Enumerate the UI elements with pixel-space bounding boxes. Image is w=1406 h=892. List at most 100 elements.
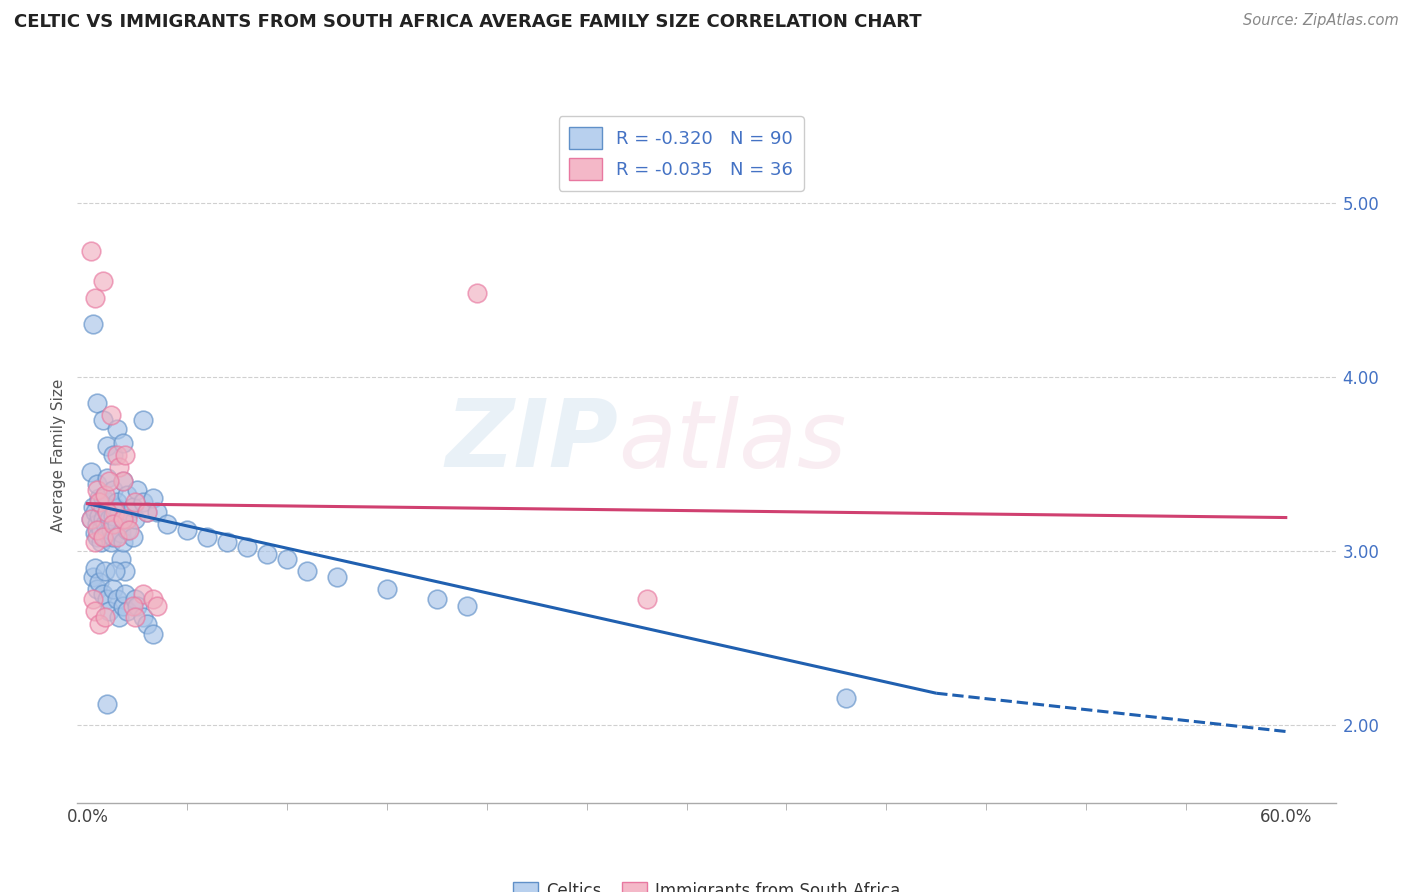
Point [105, 530, 128, 544]
Point [98, 512, 121, 526]
Point [104, 505, 127, 519]
Point [96, 505, 118, 519]
Point [195, 530, 218, 544]
Point [90, 523, 112, 537]
Point [105, 592, 128, 607]
Point [91, 530, 114, 544]
Point [91, 491, 114, 506]
Point [91, 274, 114, 288]
Point [114, 448, 136, 462]
Point [146, 599, 169, 614]
Point [86, 530, 108, 544]
Point [105, 517, 128, 532]
Point [84, 526, 107, 541]
Point [112, 512, 135, 526]
Point [127, 599, 149, 614]
Point [96, 505, 118, 519]
Point [122, 500, 145, 515]
Point [465, 286, 488, 301]
Point [91, 512, 114, 526]
Point [426, 592, 449, 607]
Point [132, 587, 155, 601]
Point [132, 609, 155, 624]
Point [100, 523, 122, 537]
Point [91, 413, 114, 427]
Point [132, 495, 155, 509]
Point [375, 582, 398, 596]
Text: atlas: atlas [619, 395, 846, 486]
Point [122, 530, 145, 544]
Point [80, 512, 103, 526]
Point [136, 616, 159, 631]
Point [326, 570, 349, 584]
Text: CELTIC VS IMMIGRANTS FROM SOUTH AFRICA AVERAGE FAMILY SIZE CORRELATION CHART: CELTIC VS IMMIGRANTS FROM SOUTH AFRICA A… [14, 13, 922, 31]
Point [98, 495, 121, 509]
Point [84, 605, 107, 619]
Point [103, 508, 125, 523]
Point [86, 523, 108, 537]
Point [146, 505, 169, 519]
Point [86, 396, 108, 410]
Point [89, 491, 111, 506]
Point [112, 512, 135, 526]
Point [236, 540, 259, 554]
Point [104, 500, 127, 515]
Point [103, 483, 125, 497]
Point [100, 535, 122, 549]
Point [103, 448, 125, 462]
Point [124, 495, 146, 509]
Point [84, 505, 107, 519]
Point [96, 526, 118, 541]
Point [256, 547, 278, 561]
Point [82, 500, 104, 515]
Point [156, 517, 179, 532]
Point [86, 477, 108, 491]
Point [91, 500, 114, 515]
Point [127, 483, 149, 497]
Point [114, 565, 136, 579]
Point [94, 609, 117, 624]
Point [835, 691, 858, 706]
Point [112, 474, 135, 488]
Point [94, 565, 117, 579]
Point [103, 530, 125, 544]
Point [94, 517, 117, 532]
Point [108, 609, 131, 624]
Point [96, 439, 118, 453]
Point [136, 505, 159, 519]
Point [96, 470, 118, 484]
Point [84, 291, 107, 305]
Point [89, 574, 111, 589]
Point [108, 460, 131, 475]
Point [124, 512, 146, 526]
Y-axis label: Average Family Size: Average Family Size [51, 378, 66, 532]
Point [103, 582, 125, 596]
Point [217, 535, 239, 549]
Point [124, 592, 146, 607]
Point [112, 474, 135, 488]
Point [117, 523, 139, 537]
Point [89, 495, 111, 509]
Point [84, 561, 107, 575]
Point [176, 523, 198, 537]
Point [100, 408, 122, 422]
Point [110, 526, 132, 541]
Point [86, 582, 108, 596]
Point [105, 448, 128, 462]
Point [124, 609, 146, 624]
Point [112, 535, 135, 549]
Point [110, 552, 132, 566]
Point [118, 505, 141, 519]
Point [86, 483, 108, 497]
Point [112, 599, 135, 614]
Point [117, 605, 139, 619]
Point [636, 592, 658, 607]
Point [98, 605, 121, 619]
Point [80, 244, 103, 259]
Point [103, 517, 125, 532]
Point [108, 505, 131, 519]
Point [96, 592, 118, 607]
Point [91, 587, 114, 601]
Point [94, 488, 117, 502]
Point [117, 512, 139, 526]
